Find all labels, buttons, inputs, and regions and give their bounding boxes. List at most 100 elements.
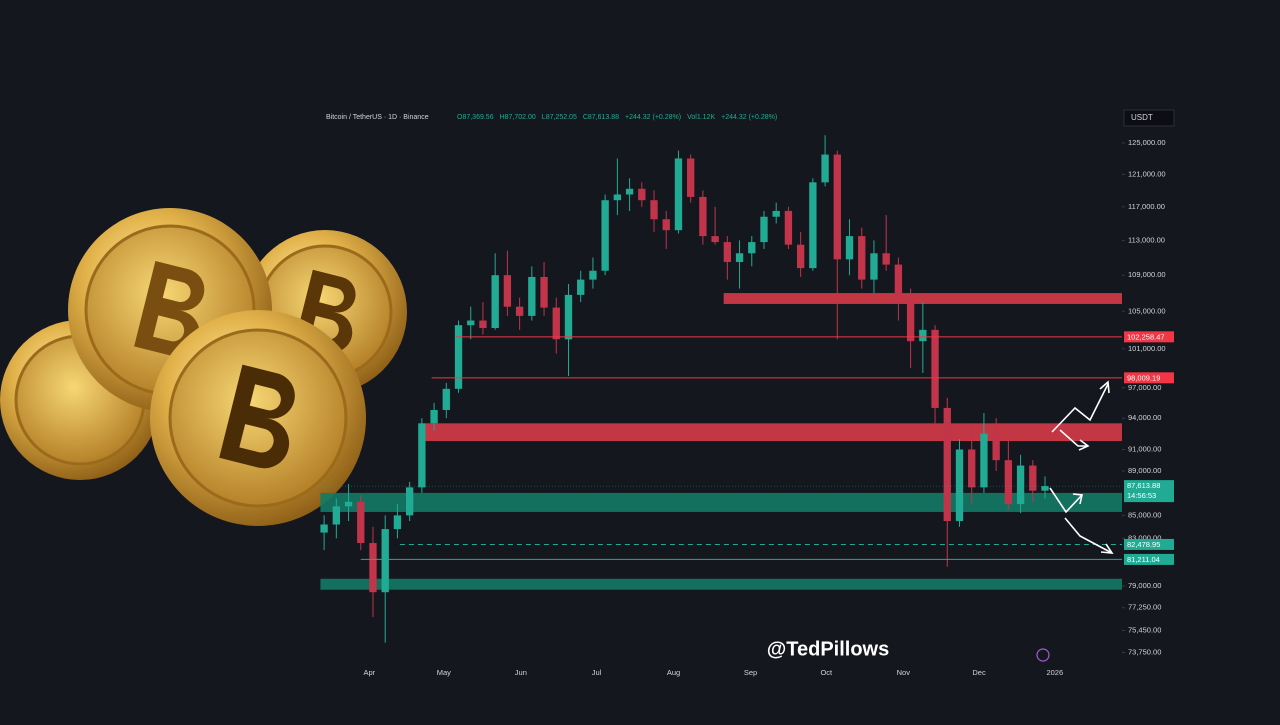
- watermark: @TedPillows: [767, 638, 889, 660]
- candle-body: [467, 320, 475, 326]
- y-tick-label: 91,000.00: [1128, 444, 1161, 453]
- x-tick-label: Apr: [363, 668, 375, 677]
- y-tick-label: 83,000.00: [1128, 533, 1161, 542]
- candle-body: [320, 524, 328, 533]
- candle-body: [418, 423, 426, 488]
- candle-body: [968, 449, 976, 488]
- header-value: C87,613.88: [583, 114, 619, 121]
- y-tick-label: 97,000.00: [1128, 383, 1161, 392]
- last-price-label: 87,613.88: [1127, 481, 1160, 490]
- x-tick-label: Dec: [972, 668, 986, 677]
- candle-body: [650, 200, 658, 220]
- y-tick-label: 113,000.00: [1128, 235, 1165, 244]
- y-tick-label: 79,000.00: [1128, 581, 1161, 590]
- x-tick-label: Oct: [820, 668, 833, 677]
- currency-box: [1123, 109, 1175, 127]
- candle-body: [809, 182, 817, 269]
- candle-body: [405, 487, 414, 516]
- candle-body: [906, 297, 915, 342]
- y-tick-label: 105,000.00: [1128, 306, 1166, 315]
- y-tick-label: 101,000.00: [1128, 344, 1166, 353]
- candle-body: [589, 270, 597, 280]
- candle-body: [919, 329, 927, 342]
- candle-body: [662, 219, 670, 231]
- zone: [425, 423, 1122, 442]
- candle-body: [931, 329, 939, 408]
- y-tick-label: 109,000.00: [1128, 270, 1166, 279]
- candle-body: [344, 501, 353, 507]
- candle-body: [454, 325, 463, 389]
- x-tick-label: Nov: [897, 668, 911, 677]
- candle-body: [858, 236, 866, 280]
- candle-body: [1029, 465, 1037, 491]
- candle-body: [735, 253, 744, 262]
- candle-body: [638, 188, 646, 201]
- y-tick-label: 89,000.00: [1128, 466, 1161, 475]
- symbol-title: Bitcoin / TetherUS · 1D · Binance: [326, 114, 429, 121]
- candle-body: [699, 196, 707, 237]
- candle-body: [760, 216, 768, 243]
- price-level-label: 102,258.47: [1127, 332, 1165, 341]
- price-level-tag: [1124, 331, 1174, 343]
- header-value: H87,702.00: [500, 114, 536, 121]
- price-level-tag: [1124, 553, 1174, 565]
- candle-body: [601, 200, 609, 271]
- candle-body: [833, 154, 841, 260]
- y-tick-label: 85,000.00: [1128, 510, 1161, 519]
- candle-body: [577, 279, 585, 295]
- y-tick-label: 77,250.00: [1128, 603, 1161, 612]
- x-tick-label: May: [437, 668, 451, 677]
- candle-body: [1004, 460, 1013, 505]
- candle-body: [564, 294, 573, 340]
- candle-body: [980, 433, 988, 488]
- candle-body: [503, 275, 512, 307]
- price-level-label: 82,478.95: [1127, 540, 1160, 549]
- candle-body: [369, 543, 377, 593]
- candle-body: [845, 236, 854, 260]
- candle-body: [796, 244, 805, 269]
- header-value: L87,252.05: [542, 114, 577, 121]
- candle-body: [723, 242, 731, 262]
- header-value: Vol1.12K: [687, 114, 715, 121]
- candle-body: [772, 210, 780, 217]
- candle-body: [992, 433, 1000, 461]
- candle-body: [613, 194, 622, 201]
- candle-body: [552, 307, 560, 340]
- price-level-tag: [1124, 372, 1174, 384]
- scenario-arrows: [1049, 380, 1114, 554]
- candle-body: [625, 188, 634, 195]
- candle-body: [479, 320, 487, 328]
- y-tick-label: 121,000.00: [1128, 169, 1166, 178]
- candle-body: [821, 154, 829, 183]
- candle-body: [674, 158, 683, 231]
- candle-body: [393, 515, 402, 530]
- candle-body: [882, 253, 890, 265]
- candle-body: [1016, 465, 1025, 505]
- y-tick-label: 117,000.00: [1128, 202, 1165, 211]
- ohlc-header: O87,369.56 H87,702.00 L87,252.05 C87,613.88…: [457, 114, 777, 121]
- y-tick-label: 75,450.00: [1128, 625, 1161, 634]
- header-value: O87,369.56: [457, 114, 494, 121]
- countdown-label: 14:56:53: [1127, 491, 1156, 500]
- candle-body: [894, 264, 903, 298]
- price-level-tag: [1124, 538, 1174, 550]
- y-tick-label: 125,000.00: [1128, 138, 1166, 147]
- header-value: +244.32 (+0.28%): [625, 114, 681, 121]
- currency-label: USDT: [1131, 113, 1153, 122]
- plot-area: 125,000.00 121,000.00 117,000.00 113,000.00…: [318, 135, 1174, 677]
- zone: [723, 293, 1122, 304]
- coins-illustration: [0, 208, 407, 526]
- last-price-tag: [1124, 480, 1174, 503]
- candle-body: [540, 276, 548, 308]
- candle-body: [784, 210, 793, 245]
- candle-body: [748, 242, 756, 254]
- candle-body: [711, 236, 719, 243]
- zone: [320, 492, 1123, 512]
- candle-body: [442, 388, 450, 410]
- candle-body: [955, 449, 964, 522]
- x-tick-label: Jul: [592, 668, 602, 677]
- x-tick-label: 2026: [1046, 668, 1063, 677]
- y-tick-label: 94,000.00: [1128, 413, 1161, 422]
